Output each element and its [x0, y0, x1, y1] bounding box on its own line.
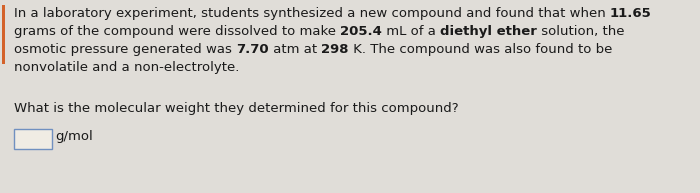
Text: grams of the compound were dissolved to make: grams of the compound were dissolved to …	[14, 25, 340, 38]
Text: nonvolatile and a non-electrolyte.: nonvolatile and a non-electrolyte.	[14, 61, 239, 74]
Text: osmotic pressure generated was: osmotic pressure generated was	[14, 43, 236, 56]
Text: diethyl ether: diethyl ether	[440, 25, 537, 38]
Text: solution, the: solution, the	[537, 25, 624, 38]
Text: In a laboratory experiment, students synthesized a new compound and found that w: In a laboratory experiment, students syn…	[14, 7, 610, 20]
Text: 298: 298	[321, 43, 349, 56]
Text: K. The compound was also found to be: K. The compound was also found to be	[349, 43, 612, 56]
FancyBboxPatch shape	[14, 129, 52, 149]
Text: mL of a: mL of a	[382, 25, 440, 38]
Bar	[2, 5, 5, 64]
Text: g/mol: g/mol	[55, 130, 92, 143]
Text: 11.65: 11.65	[610, 7, 652, 20]
Text: 205.4: 205.4	[340, 25, 382, 38]
Text: What is the molecular weight they determined for this compound?: What is the molecular weight they determ…	[14, 102, 458, 115]
Text: 7.70: 7.70	[236, 43, 269, 56]
Text: atm at: atm at	[269, 43, 321, 56]
